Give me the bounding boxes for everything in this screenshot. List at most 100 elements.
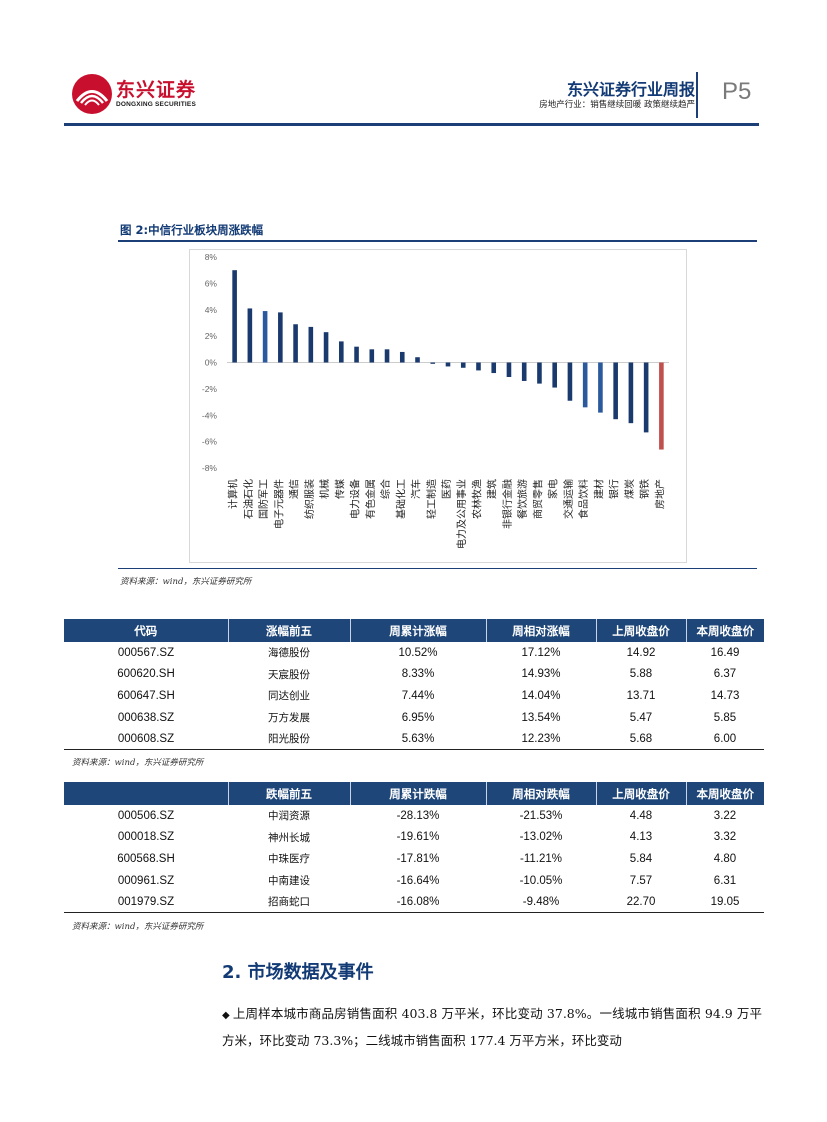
table-row: 000018.SZ 神州长城 -19.61% -13.02% 4.13 3.32 (64, 827, 764, 849)
bar-通信 (293, 324, 298, 363)
bar-家电 (552, 362, 557, 388)
x-category-label: 餐饮旅游 (516, 479, 529, 519)
bar-食品饮料 (582, 362, 588, 408)
y-tick-label: 2% (205, 331, 218, 341)
weekly-relative-decline: -11.21% (520, 852, 562, 865)
weekly-cum-change: 7.44% (401, 689, 435, 702)
y-tick-label: -8% (202, 463, 218, 473)
bar-煤炭 (628, 362, 634, 424)
table-row: 000506.SZ 中润资源 -28.13% -21.53% 4.48 3.22 (64, 805, 764, 827)
y-tick-label: -2% (202, 384, 218, 394)
this-week-close: 6.00 (686, 728, 764, 751)
stock-code: 000961.SZ (117, 874, 175, 887)
x-category-label: 房地产 (653, 479, 666, 509)
col-header-top-losers: 跌幅前五 (227, 782, 350, 805)
stock-code: 600620.SH (117, 668, 175, 681)
x-category-label: 建材 (592, 479, 605, 499)
col-header-weekly-relative-change: 周相对涨幅 (485, 619, 596, 642)
bar-电力及公用事业 (460, 362, 466, 368)
table-row: 001979.SZ 招商蛇口 -16.08% -9.48% 22.70 19.0… (64, 891, 764, 914)
diamond-bullet-icon: ◆ (222, 1010, 230, 1021)
stock-name: 海德股份 (268, 647, 310, 660)
col-header-blank (64, 782, 228, 805)
weekly-cum-change: 10.52% (398, 646, 438, 659)
x-category-label: 建筑 (486, 479, 499, 499)
bar-建筑 (491, 362, 497, 374)
bar-银行 (613, 362, 618, 420)
bar-医药 (445, 362, 451, 367)
bar-非银行金融 (506, 362, 512, 378)
table-row: 600647.SH 同达创业 7.44% 14.04% 13.71 14.73 (64, 685, 764, 707)
table1-source: 资料来源：wind，东兴证券研究所 (72, 758, 204, 768)
col-header-this-week-close: 本周收盘价 (685, 619, 764, 642)
stock-name: 中润资源 (268, 810, 310, 823)
stock-name: 招商蛇口 (228, 891, 350, 914)
last-week-close: 4.13 (629, 831, 653, 844)
weekly-relative-decline: -10.05% (519, 874, 563, 887)
stock-code: 000567.SZ (117, 646, 175, 659)
industry-weekly-change-chart: 8% 6% 4% 2% 0% -2% -4% -6% -8% 计算机 石油石化 国防军工 电子元器件 通信… (202, 252, 669, 549)
bar-计算机 (232, 270, 237, 363)
x-category-label: 通信 (289, 479, 301, 499)
header-rule (64, 123, 759, 126)
x-category-label: 电子元器件 (272, 479, 285, 529)
stock-name: 天宸股份 (268, 668, 310, 681)
bar-汽车 (415, 357, 420, 363)
last-week-close: 13.71 (626, 689, 656, 702)
x-category-label: 交通运输 (562, 479, 575, 519)
report-subtitle: 房地产行业：销售继续回暖 政策继续趋严 (539, 100, 695, 110)
x-category-label: 煤炭 (623, 479, 636, 499)
paragraph-text: 上周样本城市商品房销售面积 403.8 万平米，环比变动 37.8%。一线城市销… (222, 1006, 762, 1048)
col-header-code: 代码 (64, 619, 228, 642)
x-category-label: 非银行金融 (501, 479, 514, 529)
table-row: 600620.SH 天宸股份 8.33% 14.93% 5.88 6.37 (64, 664, 764, 686)
last-week-close: 22.70 (596, 891, 686, 914)
table-row: 000567.SZ 海德股份 10.52% 17.12% 14.92 16.49 (64, 642, 764, 664)
last-week-close: 7.57 (629, 874, 653, 887)
y-tick-label: 6% (205, 278, 218, 288)
y-tick-label: -6% (202, 437, 218, 447)
this-week-close: 16.49 (710, 646, 740, 659)
weekly-relative-decline: -9.48% (486, 891, 596, 914)
col-header-weekly-relative-decline: 周相对跌幅 (485, 782, 596, 805)
x-category-label: 纺织服装 (303, 479, 316, 519)
logo-mark-icon (72, 74, 112, 114)
logo-english-name: DONGXING SECURITIES (116, 101, 197, 108)
stock-name: 中南建设 (268, 875, 310, 888)
y-tick-label: 4% (205, 305, 218, 315)
weekly-cum-change: 6.95% (401, 711, 435, 724)
x-category-label: 食品饮料 (577, 479, 590, 519)
stock-code: 000506.SZ (117, 809, 175, 822)
bar-纺织服装 (308, 326, 314, 363)
x-category-label: 医药 (441, 479, 453, 499)
x-category-label: 农林牧渔 (470, 479, 483, 519)
top-gainers-table: 代码 涨幅前五 周累计涨幅 周相对涨幅 上周收盘价 本周收盘价 000567.S… (64, 619, 764, 751)
weekly-cum-decline: -16.08% (350, 891, 486, 914)
bar-农林牧渔 (476, 362, 481, 371)
bar-餐饮旅游 (521, 362, 527, 381)
x-category-label: 国防军工 (257, 479, 270, 519)
bar-电子元器件 (278, 312, 283, 363)
this-week-close: 6.31 (713, 874, 737, 887)
x-category-label: 电力设备 (349, 479, 362, 519)
x-category-label: 传媒 (334, 479, 346, 499)
table-row: 000638.SZ 万方发展 6.95% 13.54% 5.47 5.85 (64, 707, 764, 729)
stock-code: 600568.SH (117, 852, 175, 865)
x-category-label: 商贸零售 (531, 479, 544, 519)
x-category-label: 电力及公用事业 (455, 479, 468, 549)
bar-传媒 (339, 341, 344, 363)
last-week-close: 5.88 (629, 668, 653, 681)
col-header-weekly-cum-decline: 周累计跌幅 (349, 782, 486, 805)
bar-商贸零售 (537, 362, 542, 384)
col-header-weekly-cum-change: 周累计涨幅 (349, 619, 486, 642)
page-number: P5 (722, 78, 752, 105)
weekly-cum-decline: -16.64% (396, 874, 440, 887)
table-row: 600568.SH 中珠医疗 -17.81% -11.21% 5.84 4.80 (64, 848, 764, 870)
x-category-label: 计算机 (227, 479, 240, 509)
x-category-label: 银行 (608, 479, 621, 499)
y-tick-label: 8% (205, 252, 218, 262)
weekly-cum-change: 8.33% (401, 668, 435, 681)
bar-有色金属 (369, 349, 375, 363)
company-logo: 东兴证券 DONGXING SECURITIES (72, 74, 196, 114)
x-category-label: 家电 (547, 479, 560, 499)
